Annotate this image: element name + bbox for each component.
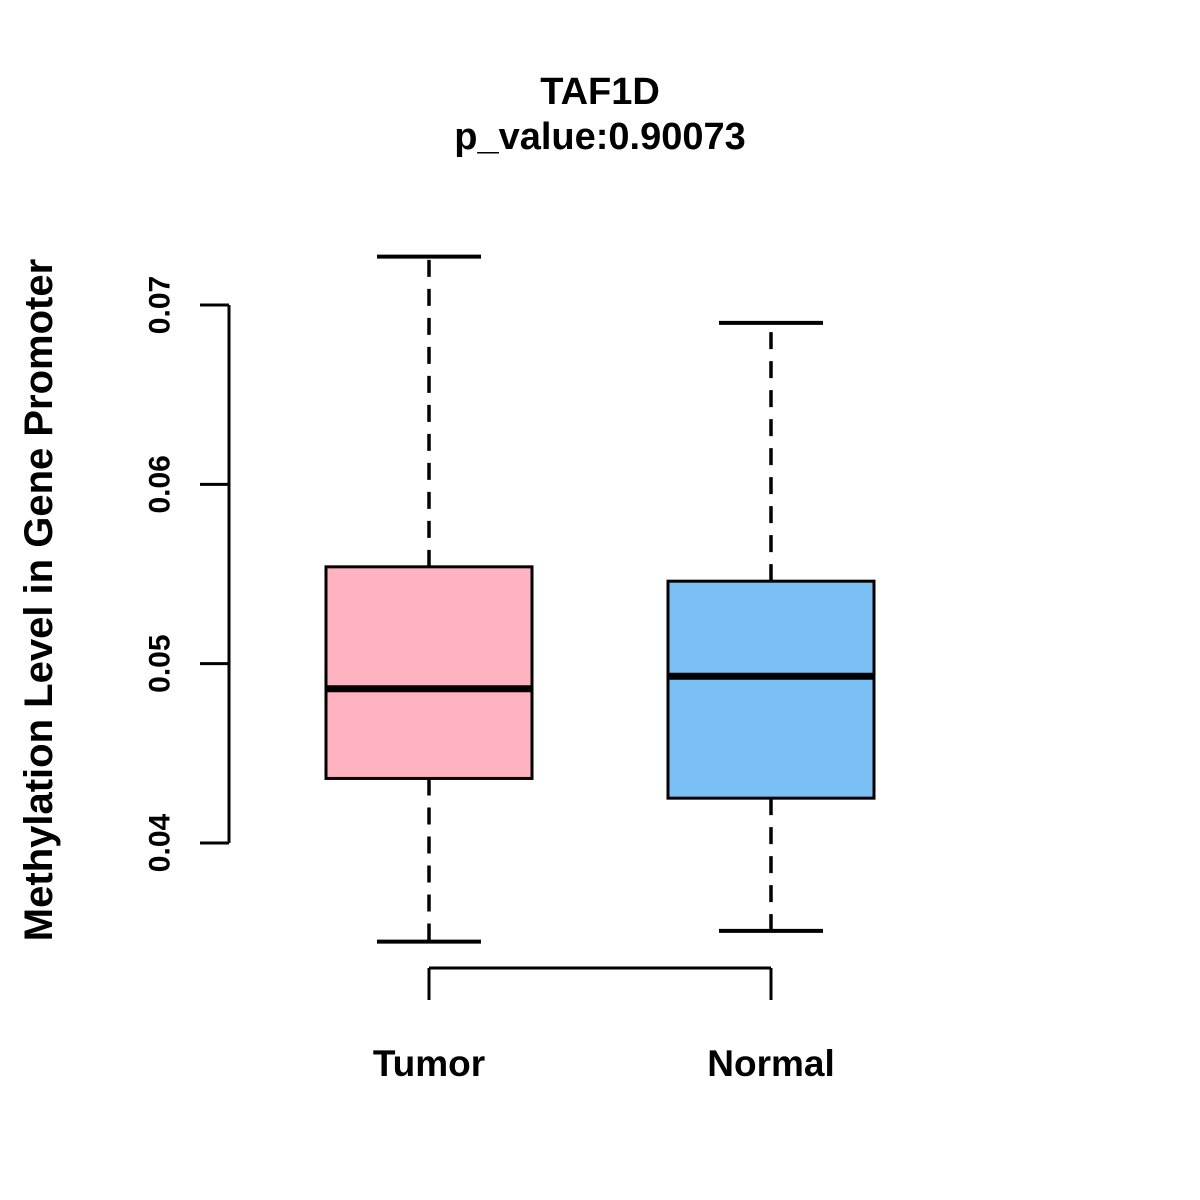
x-category-label: Normal: [707, 1043, 834, 1084]
iqr-box-normal: [666, 579, 876, 800]
chart-subtitle: p_value:0.90073: [454, 116, 746, 158]
y-axis-title: Methylation Level in Gene Promoter: [17, 259, 61, 941]
y-tick-label: 0.04: [144, 813, 177, 872]
chart-title: TAF1D: [540, 71, 660, 113]
x-category-label: Tumor: [373, 1043, 485, 1084]
plot-layer: 0.04 0.05 0.06 0.07 Tumor Normal: [144, 254, 876, 1084]
iqr-box-tumor: [324, 565, 534, 780]
y-tick-label: 0.06: [144, 455, 177, 513]
y-tick-label: 0.07: [144, 276, 177, 334]
y-tick-label: 0.05: [144, 634, 177, 692]
